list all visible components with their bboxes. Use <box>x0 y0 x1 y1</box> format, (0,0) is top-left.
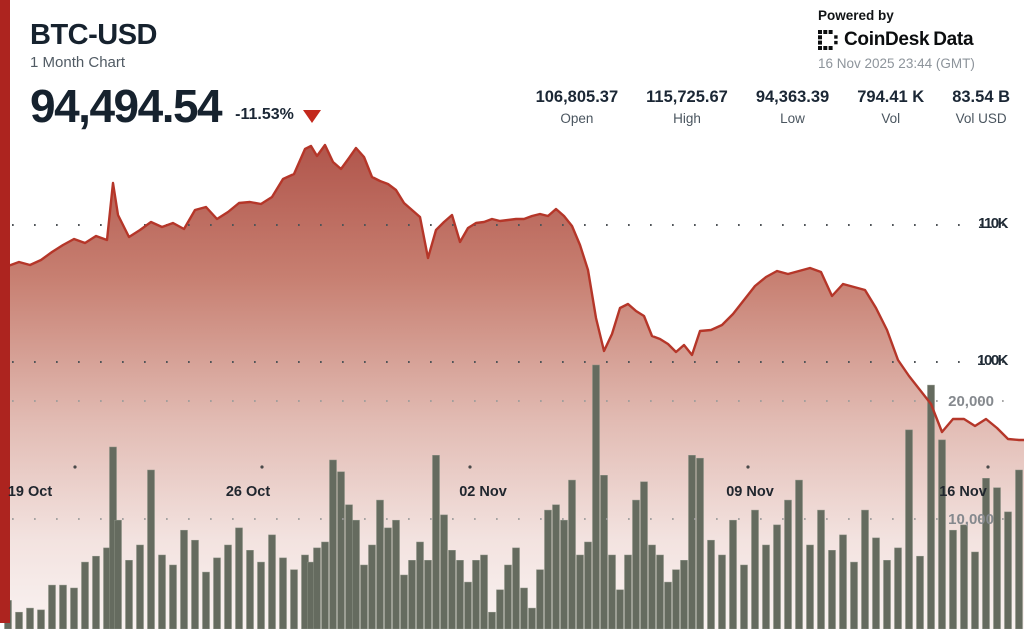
change-percent: -11.53% <box>235 106 294 124</box>
price-axis-tick-110k: 110K <box>977 215 1009 232</box>
x-axis-label-16-nov: 16 Nov <box>939 484 987 500</box>
volume-axis-tick-20000: 20,000 <box>948 393 994 410</box>
price-axis-tick-100k: 100K <box>977 352 1008 369</box>
price-row: 94,494.54 -11.53% <box>30 83 321 129</box>
stat-vol-usd-label: Vol USD <box>955 111 1007 126</box>
stat-open-value: 106,805.37 <box>535 88 619 106</box>
powered-by-block: Powered by CoinDesk Data 16 Nov 2025 23:… <box>818 8 975 71</box>
symbol-title: BTC-USD <box>30 19 157 51</box>
stat-high-value: 115,725.67 <box>646 88 728 106</box>
current-price: 94,494.54 <box>30 80 223 133</box>
left-accent-bar <box>0 0 10 623</box>
price-down-triangle-icon <box>302 110 321 124</box>
stat-high: 115,725.67 High <box>646 88 728 126</box>
stat-open-label: Open <box>560 111 594 126</box>
stat-low: 94,363.39 Low <box>756 88 829 126</box>
volume-axis-tick-10000: 10,000 <box>948 511 994 528</box>
coindesk-logo-icon <box>818 30 838 50</box>
stats-row: 106,805.37 Open 115,725.67 High 94,363.3… <box>536 88 1010 126</box>
stat-vol-value: 794.41 K <box>857 88 925 106</box>
stat-vol: 794.41 K Vol <box>857 88 924 126</box>
stat-low-label: Low <box>780 111 805 126</box>
chart-range-subtitle: 1 Month Chart <box>30 54 126 72</box>
brand-name: CoinDesk <box>844 29 930 50</box>
stat-open: 106,805.37 Open <box>536 88 619 126</box>
stat-vol-usd-value: 83.54 B <box>952 88 1010 106</box>
header: BTC-USD 1 Month Chart 94,494.54 -11.53% <box>30 20 321 129</box>
stat-vol-label: Vol <box>881 111 901 126</box>
stat-vol-usd: 83.54 B Vol USD <box>952 88 1010 126</box>
last-updated-timestamp: 16 Nov 2025 23:44 (GMT) <box>818 56 975 71</box>
x-axis-label-02-nov: 02 Nov <box>459 484 507 500</box>
stat-high-label: High <box>673 111 701 126</box>
stat-low-value: 94,363.39 <box>755 88 830 106</box>
x-axis-label-26-oct: 26 Oct <box>225 484 271 500</box>
powered-by-label: Powered by <box>818 8 894 23</box>
volume-bars <box>4 364 1023 629</box>
coindesk-brand: CoinDesk Data <box>818 29 975 51</box>
x-axis-label-19-oct: 19 Oct <box>7 484 53 500</box>
brand-suffix: Data <box>933 29 974 50</box>
x-axis-label-09-nov: 09 Nov <box>726 484 774 500</box>
